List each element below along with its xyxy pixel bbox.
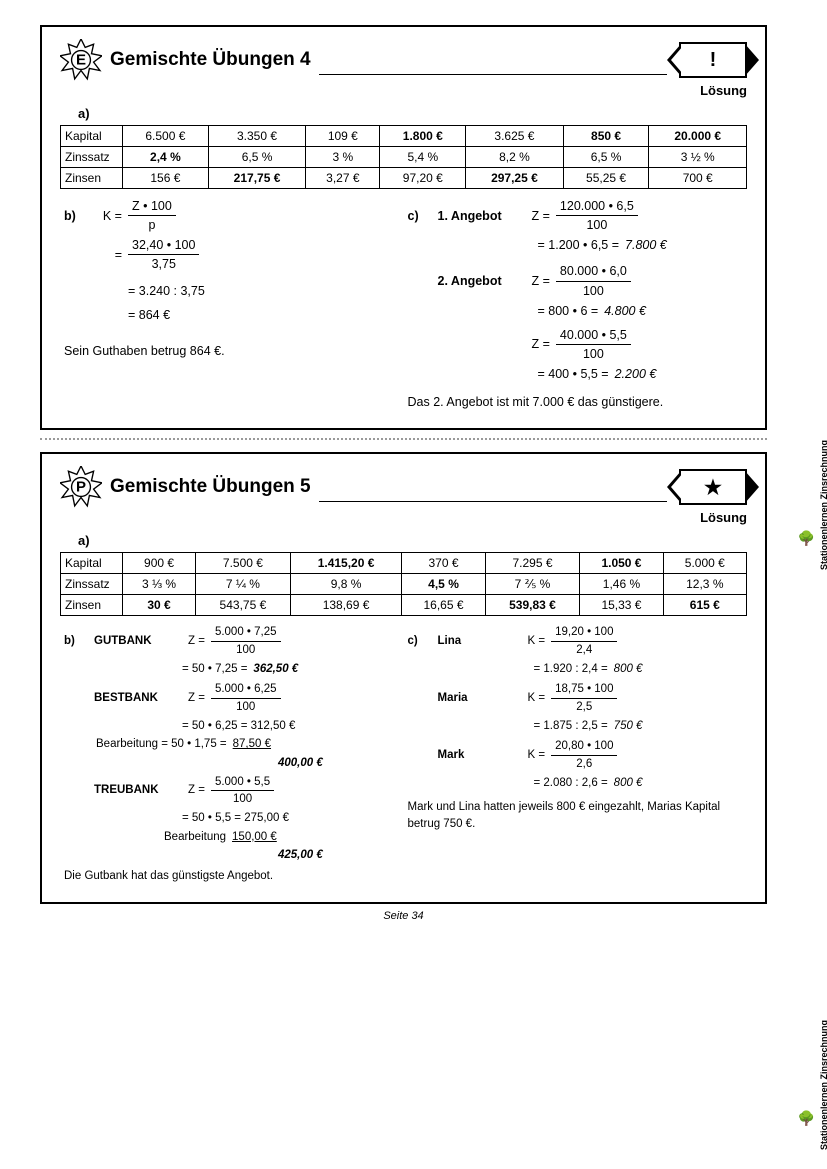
side-caption: Stationenlernen ZinsrechnungBestell-Nr. … — [819, 440, 827, 570]
calc-c: c) 1. Angebot Z = 120.000 • 6,5100 = 1.2… — [404, 197, 748, 414]
panel-title: Gemischte Übungen 5 — [110, 476, 311, 498]
solution-label: Lösung — [60, 510, 747, 525]
solution-label: Lösung — [60, 83, 747, 98]
title-underline — [319, 74, 667, 75]
exercise-panel-4: E Gemischte Übungen 4 ! Lösung a) Kapita… — [40, 25, 767, 430]
part-b-label: b) — [64, 633, 88, 650]
exercise-panel-5: P Gemischte Übungen 5 ★ Lösung a) Kapita… — [40, 452, 767, 903]
difficulty-ribbon: ★ — [679, 469, 747, 505]
calc-b2: b) GUTBANKZ = 5.000 • 7,25100 = 50 • 7,2… — [60, 624, 404, 887]
panel-title: Gemischte Übungen 4 — [110, 49, 311, 71]
level-badge: P — [60, 466, 102, 508]
ribbon-symbol: ! — [710, 49, 717, 72]
page-number: Seite 34 — [40, 910, 767, 922]
part-b-label: b) — [64, 207, 88, 225]
data-table-2: Kapital 900 €7.500 €1.415,20 €370 €7.295… — [60, 552, 747, 616]
panel-header: E Gemischte Übungen 4 ! — [60, 39, 747, 81]
calc-c2: c) LinaK = 19,20 • 1002,4 = 1.920 : 2,4 … — [404, 624, 748, 887]
panel-header: P Gemischte Übungen 5 ★ — [60, 466, 747, 508]
level-badge: E — [60, 39, 102, 81]
calc-b: b) K = Z • 100p = 32,40 • 1003,75 = 3.24… — [60, 197, 404, 414]
divider — [40, 438, 767, 440]
part-c-label: c) — [408, 633, 432, 650]
data-table-1: Kapital 6.500 €3.350 €109 €1.800 €3.625 … — [60, 125, 747, 189]
part-a-label: a) — [78, 533, 747, 548]
side-caption: Stationenlernen ZinsrechnungBestell-Nr. … — [819, 1020, 827, 1150]
conclusion-b2: Die Gutbank hat das günstigste Angebot. — [64, 868, 400, 885]
publisher-logo-icon: 🌳 — [798, 1110, 815, 1127]
conclusion-b: Sein Guthaben betrug 864 €. — [64, 342, 400, 360]
publisher-logo-icon: 🌳 — [798, 530, 815, 547]
star-icon: ★ — [704, 475, 722, 500]
row-head: Kapital — [61, 126, 123, 147]
badge-letter: P — [76, 479, 86, 496]
part-a-label: a) — [78, 106, 747, 121]
conclusion-c2: Mark und Lina hatten jeweils 800 € ein­g… — [408, 799, 744, 832]
part-c-label: c) — [408, 207, 432, 225]
difficulty-ribbon: ! — [679, 42, 747, 78]
conclusion-c: Das 2. Angebot ist mit 7.000 € das günst… — [408, 393, 744, 411]
badge-letter: E — [76, 52, 86, 69]
